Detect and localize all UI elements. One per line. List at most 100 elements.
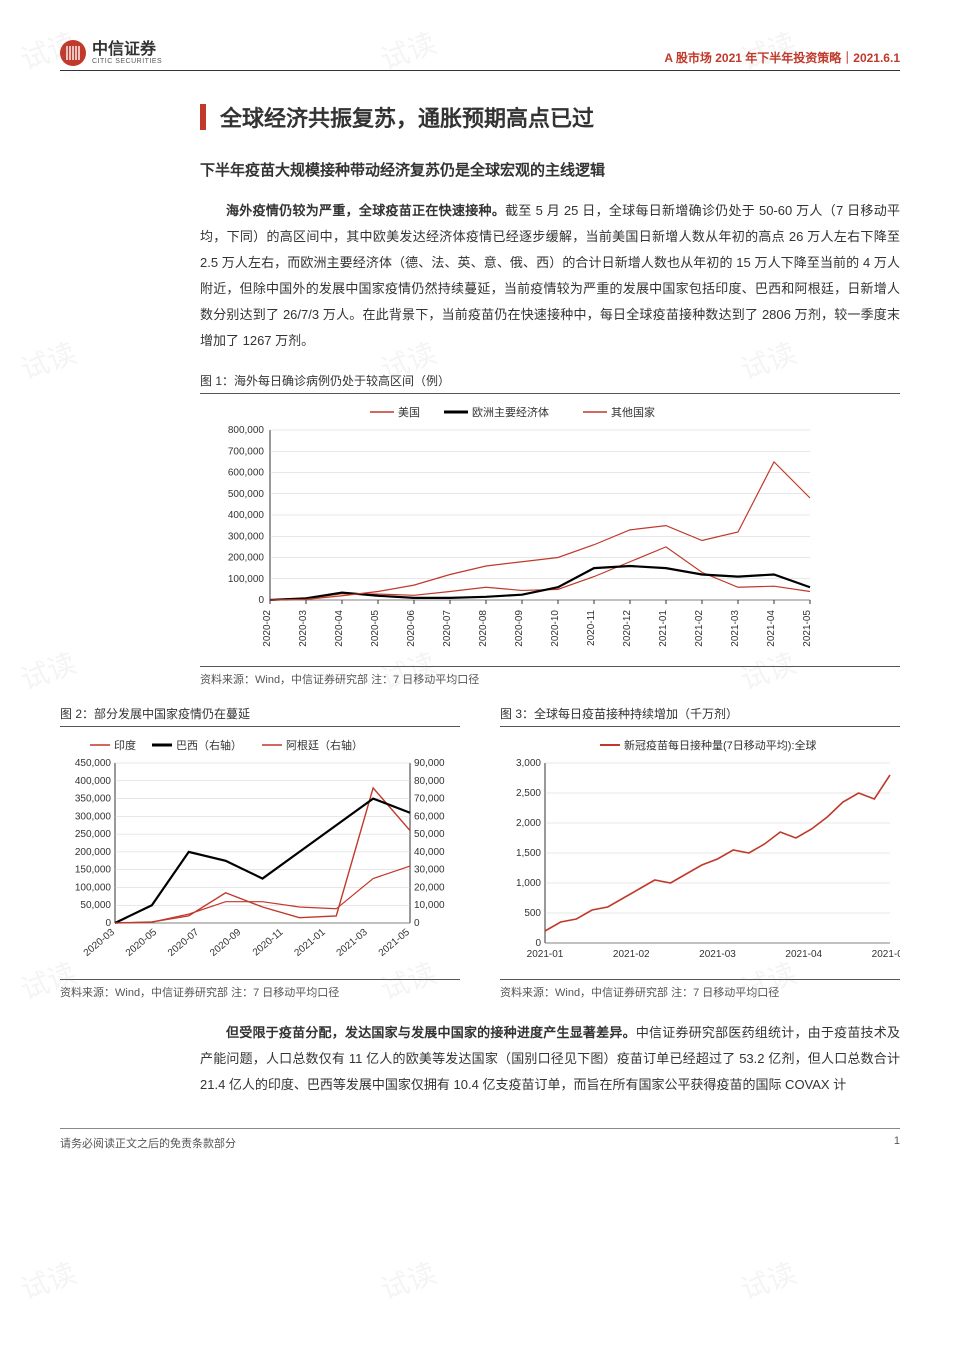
svg-text:2020-04: 2020-04 [334, 610, 345, 647]
main-title-row: 全球经济共振复苏，通胀预期高点已过 [200, 101, 900, 133]
svg-text:500: 500 [524, 908, 541, 919]
svg-text:100,000: 100,000 [75, 882, 112, 893]
title-marker-icon [200, 104, 206, 130]
logo-en-text: CITIC SECURITIES [92, 58, 162, 65]
svg-text:150,000: 150,000 [75, 865, 112, 876]
svg-text:10,000: 10,000 [414, 900, 445, 911]
svg-text:2020-03: 2020-03 [298, 610, 309, 647]
svg-text:阿根廷（右轴）: 阿根廷（右轴） [286, 738, 363, 752]
svg-text:0: 0 [535, 938, 541, 949]
paragraph-1-bold: 海外疫情仍较为严重，全球疫苗正在快速接种。 [226, 203, 505, 218]
figure-1-source: 资料来源：Wind，中信证券研究部 注：7 日移动平均口径 [200, 666, 900, 687]
svg-text:1,000: 1,000 [516, 878, 541, 889]
figure-2: 图 2：部分发展中国家疫情仍在蔓延 印度巴西（右轴）阿根廷（右轴）050,000… [60, 705, 460, 1000]
svg-text:40,000: 40,000 [414, 847, 445, 858]
svg-text:2021-03: 2021-03 [730, 610, 741, 647]
figure-2-chart: 印度巴西（右轴）阿根廷（右轴）050,000100,000150,000200,… [60, 733, 460, 973]
logo-cn-text: 中信证券 [92, 42, 162, 58]
page-number: 1 [894, 1135, 900, 1151]
svg-text:2021-05: 2021-05 [377, 927, 413, 959]
svg-text:2020-10: 2020-10 [550, 610, 561, 647]
svg-text:0: 0 [258, 595, 264, 606]
watermark: 试读 [735, 1252, 801, 1309]
svg-text:80,000: 80,000 [414, 776, 445, 787]
svg-text:60,000: 60,000 [414, 811, 445, 822]
svg-text:2020-03: 2020-03 [82, 927, 118, 959]
svg-text:50,000: 50,000 [414, 829, 445, 840]
svg-text:2021-03: 2021-03 [335, 927, 371, 959]
svg-text:400,000: 400,000 [228, 510, 265, 521]
svg-text:1,500: 1,500 [516, 848, 541, 859]
svg-text:其他国家: 其他国家 [611, 405, 655, 419]
svg-text:2021-02: 2021-02 [613, 949, 650, 960]
paragraph-1-rest: 截至 5 月 25 日，全球每日新增确诊仍处于 50-60 万人（7 日移动平均… [200, 203, 900, 348]
svg-text:300,000: 300,000 [228, 531, 265, 542]
watermark: 试读 [15, 642, 81, 699]
svg-text:2021-01: 2021-01 [658, 610, 669, 647]
svg-text:2020-09: 2020-09 [514, 610, 525, 647]
figure-3-chart: 新冠疫苗每日接种量(7日移动平均):全球 0 500 1,000 1,500 2,000 2… [500, 733, 900, 973]
svg-text:2020-09: 2020-09 [208, 927, 244, 959]
watermark: 试读 [375, 1252, 441, 1309]
svg-text:2021-04: 2021-04 [766, 610, 777, 647]
footer-disclaimer: 请务必阅读正文之后的免责条款部分 [60, 1135, 236, 1151]
paragraph-2: 但受限于疫苗分配，发达国家与发展中国家的接种进度产生显著差异。中信证券研究部医药… [200, 1020, 900, 1098]
svg-text:70,000: 70,000 [414, 794, 445, 805]
svg-text:新冠疫苗每日接种量(7日移动平均):全球: 新冠疫苗每日接种量(7日移动平均):全球 [624, 738, 817, 752]
svg-text:2020-11: 2020-11 [251, 927, 286, 959]
svg-text:2021-03: 2021-03 [699, 949, 736, 960]
svg-text:2020-06: 2020-06 [406, 610, 417, 647]
svg-text:30,000: 30,000 [414, 865, 445, 876]
svg-text:300,000: 300,000 [75, 811, 112, 822]
svg-text:700,000: 700,000 [228, 446, 265, 457]
logo-icon [60, 40, 86, 66]
svg-text:2020-11: 2020-11 [586, 610, 597, 646]
svg-text:100,000: 100,000 [228, 574, 265, 585]
svg-text:3,000: 3,000 [516, 758, 541, 769]
svg-text:欧洲主要经济体: 欧洲主要经济体 [472, 405, 549, 419]
svg-text:200,000: 200,000 [75, 847, 112, 858]
page-footer: 请务必阅读正文之后的免责条款部分 1 [60, 1128, 900, 1151]
watermark: 试读 [15, 332, 81, 389]
figure-3-source: 资料来源：Wind，中信证券研究部 注：7 日移动平均口径 [500, 979, 900, 1000]
figure-1: 图 1：海外每日确诊病例仍处于较高区间（例） 美国 欧洲主要经济体 其他国家 0 100… [200, 372, 900, 687]
figure-1-chart: 美国欧洲主要经济体其他国家0100,000200,000300,000400,0… [200, 400, 820, 660]
svg-text:250,000: 250,000 [75, 829, 112, 840]
svg-text:美国: 美国 [398, 406, 420, 419]
svg-text:2020-02: 2020-02 [262, 610, 273, 647]
svg-text:2020-05: 2020-05 [370, 610, 381, 647]
svg-text:2021-05: 2021-05 [872, 949, 900, 960]
svg-text:400,000: 400,000 [75, 776, 112, 787]
main-title: 全球经济共振复苏，通胀预期高点已过 [220, 101, 594, 133]
svg-text:350,000: 350,000 [75, 794, 112, 805]
svg-text:20,000: 20,000 [414, 882, 445, 893]
svg-text:500,000: 500,000 [228, 489, 265, 500]
svg-text:2021-05: 2021-05 [802, 610, 813, 647]
svg-text:2020-07: 2020-07 [442, 610, 453, 647]
paragraph-1: 海外疫情仍较为严重，全球疫苗正在快速接种。截至 5 月 25 日，全球每日新增确… [200, 198, 900, 354]
figure-3-title: 图 3：全球每日疫苗接种持续增加（千万剂） [500, 705, 900, 727]
svg-text:450,000: 450,000 [75, 758, 112, 769]
page-header: 中信证券 CITIC SECURITIES A 股市场 2021 年下半年投资策… [60, 40, 900, 71]
svg-text:800,000: 800,000 [228, 425, 265, 436]
figure-2-title: 图 2：部分发展中国家疫情仍在蔓延 [60, 705, 460, 727]
svg-text:0: 0 [414, 918, 420, 929]
header-right-text: A 股市场 2021 年下半年投资策略｜2021.6.1 [664, 49, 900, 66]
brand-logo: 中信证券 CITIC SECURITIES [60, 40, 162, 66]
svg-text:2020-05: 2020-05 [124, 927, 160, 959]
svg-text:2021-02: 2021-02 [694, 610, 705, 647]
svg-text:2021-04: 2021-04 [785, 949, 822, 960]
svg-text:2,000: 2,000 [516, 818, 541, 829]
svg-text:2020-08: 2020-08 [478, 610, 489, 647]
figure-1-title: 图 1：海外每日确诊病例仍处于较高区间（例） [200, 372, 900, 394]
watermark: 试读 [15, 1252, 81, 1309]
svg-text:2020-07: 2020-07 [166, 927, 202, 959]
figure-3: 图 3：全球每日疫苗接种持续增加（千万剂） 新冠疫苗每日接种量(7日移动平均):… [500, 705, 900, 1000]
svg-text:2,500: 2,500 [516, 788, 541, 799]
svg-text:印度: 印度 [114, 738, 136, 752]
svg-text:90,000: 90,000 [414, 758, 445, 769]
svg-text:600,000: 600,000 [228, 468, 265, 479]
svg-text:2020-12: 2020-12 [622, 610, 633, 647]
svg-text:2021-01: 2021-01 [527, 949, 564, 960]
sub-title: 下半年疫苗大规模接种带动经济复苏仍是全球宏观的主线逻辑 [200, 159, 900, 180]
